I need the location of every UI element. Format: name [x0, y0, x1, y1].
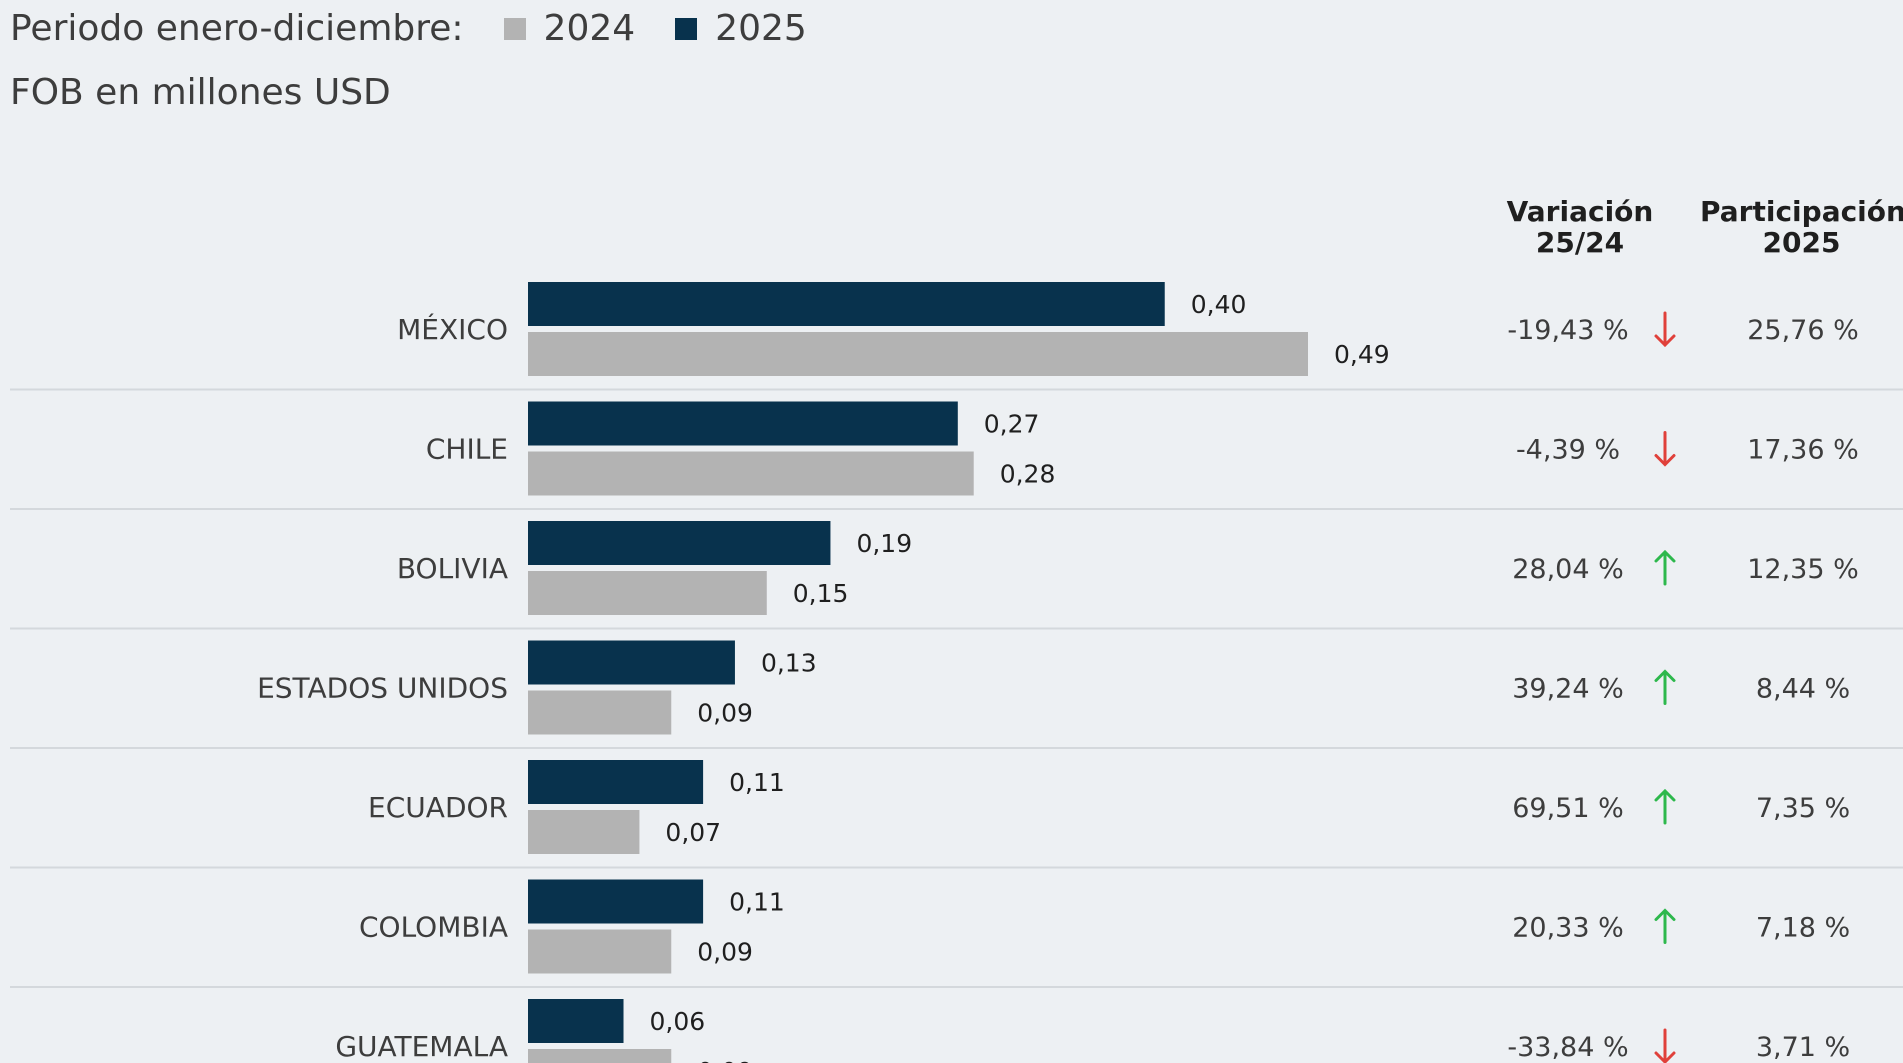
share-header-line1: Participación [1700, 195, 1903, 228]
bar-2024-0 [528, 332, 1308, 376]
country-label-5: COLOMBIA [359, 911, 508, 944]
bar-2025-5 [528, 879, 704, 924]
bar-2025-3 [528, 640, 735, 685]
value-label-2025-2: 0,19 [856, 529, 912, 558]
country-label-4: ECUADOR [368, 791, 508, 824]
bar-2025-6 [528, 999, 624, 1043]
value-label-2024-6: 0,09 [697, 1057, 753, 1063]
variation-value-6: -33,84 % [1507, 1032, 1628, 1063]
value-label-2025-4: 0,11 [729, 768, 785, 797]
share-value-3: 8,44 % [1756, 674, 1850, 705]
variation-column-header: Variación 25/24 [1480, 196, 1680, 258]
bar-2024-6 [528, 1049, 672, 1063]
share-header-line2: 2025 [1762, 226, 1841, 259]
legend-swatch-2025 [675, 17, 698, 40]
bar-2024-2 [528, 571, 767, 615]
legend-swatch-2024 [503, 17, 526, 40]
value-label-2025-0: 0,40 [1191, 290, 1247, 319]
bar-2024-5 [528, 929, 672, 974]
variation-value-4: 69,51 % [1512, 793, 1624, 824]
variation-value-5: 20,33 % [1512, 913, 1624, 944]
legend-label-2024: 2024 [543, 8, 636, 49]
period-legend-line: Periodo enero-diciembre: 2024 2025 [10, 8, 807, 49]
variation-value-0: -19,43 % [1507, 315, 1628, 346]
legend-label-2025: 2025 [715, 8, 807, 49]
variation-header-line2: 25/24 [1535, 226, 1625, 259]
bar-2024-4 [528, 810, 640, 854]
value-label-2024-5: 0,09 [697, 938, 753, 967]
variation-value-3: 39,24 % [1512, 674, 1624, 705]
value-label-2024-4: 0,07 [665, 818, 721, 847]
share-value-4: 7,35 % [1756, 793, 1850, 824]
country-label-2: BOLIVIA [397, 552, 508, 585]
arrow-down-icon [1654, 431, 1676, 467]
country-label-1: CHILE [426, 433, 508, 466]
value-label-2025-1: 0,27 [984, 410, 1040, 439]
value-label-2024-3: 0,09 [697, 699, 753, 728]
bar-2024-1 [528, 451, 974, 496]
share-value-0: 25,76 % [1747, 315, 1859, 346]
bar-2024-3 [528, 690, 672, 735]
variation-value-1: -4,39 % [1516, 435, 1620, 466]
value-label-2025-5: 0,11 [729, 888, 785, 917]
value-label-2024-0: 0,49 [1334, 340, 1390, 369]
arrow-down-icon [1654, 1028, 1676, 1063]
share-value-2: 12,35 % [1747, 554, 1859, 585]
country-label-6: GUATEMALA [335, 1030, 508, 1063]
share-column-header: Participación 2025 [1700, 196, 1903, 258]
value-label-2024-1: 0,28 [1000, 460, 1056, 489]
arrow-up-icon [1654, 669, 1676, 705]
share-value-6: 3,71 % [1756, 1032, 1850, 1063]
variation-value-2: 28,04 % [1512, 554, 1624, 585]
period-label: Periodo enero-diciembre: [10, 8, 464, 49]
legend-item-2024: 2024 [503, 8, 636, 49]
bar-2025-1 [528, 401, 958, 446]
share-value-1: 17,36 % [1747, 435, 1859, 466]
country-label-3: ESTADOS UNIDOS [257, 672, 508, 705]
variation-header-line1: Variación [1506, 195, 1654, 228]
arrow-up-icon [1654, 788, 1676, 825]
legend-item-2025: 2025 [675, 8, 807, 49]
country-label-0: MÉXICO [397, 312, 508, 346]
arrow-up-icon [1654, 549, 1676, 586]
value-label-2025-6: 0,06 [650, 1007, 706, 1036]
share-value-5: 7,18 % [1756, 913, 1850, 944]
value-label-2024-2: 0,15 [793, 579, 849, 608]
bar-2025-0 [528, 282, 1165, 326]
arrow-down-icon [1654, 311, 1676, 348]
bar-2025-4 [528, 760, 704, 804]
bar-2025-2 [528, 521, 831, 565]
value-label-2025-3: 0,13 [761, 649, 817, 678]
units-label: FOB en millones USD [10, 72, 391, 113]
arrow-up-icon [1654, 908, 1676, 944]
